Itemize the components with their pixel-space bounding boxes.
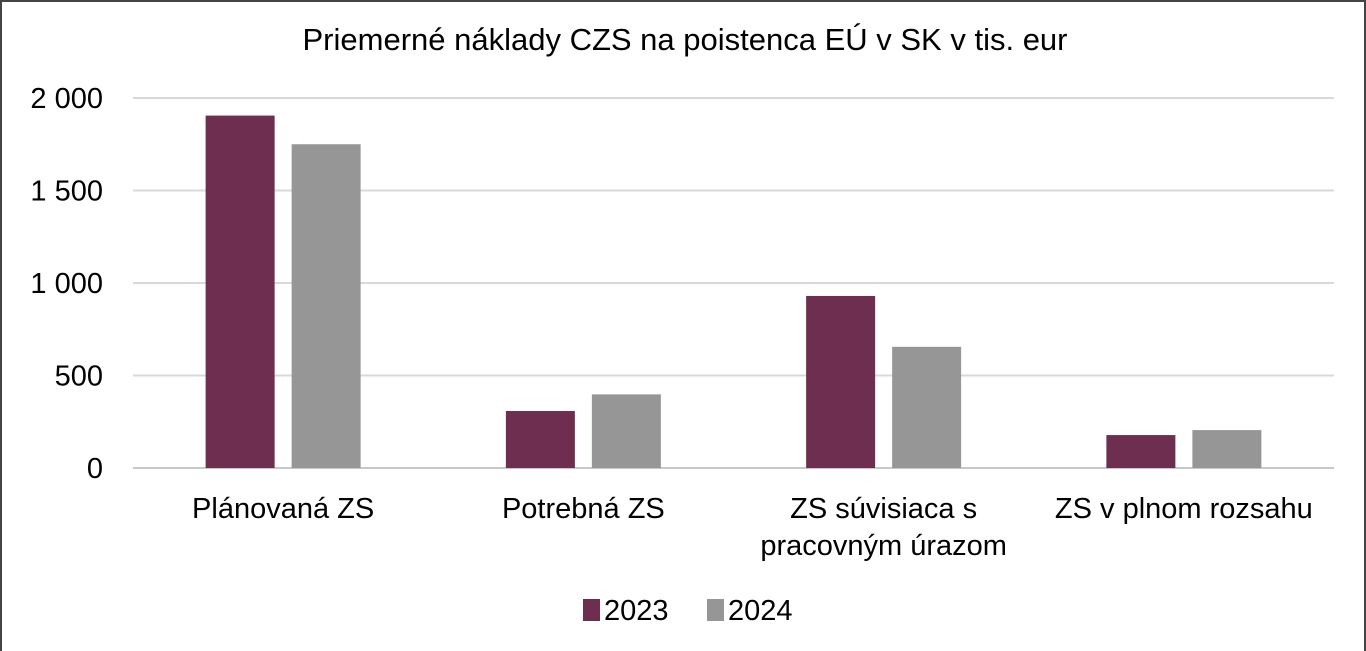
x-category-label: Plánovaná ZS bbox=[192, 493, 374, 525]
bar-2024-4 bbox=[1192, 430, 1262, 468]
bar-2023-3 bbox=[806, 295, 876, 468]
legend-swatch-2024 bbox=[707, 599, 724, 621]
legend-label-2024: 2024 bbox=[728, 595, 793, 627]
y-tick-label: 1 500 bbox=[30, 176, 103, 208]
bar-2024-1 bbox=[291, 144, 361, 468]
y-tick-label: 500 bbox=[55, 361, 103, 393]
bar-2024-2 bbox=[591, 394, 661, 468]
bars bbox=[205, 115, 1262, 468]
y-tick-label: 1 000 bbox=[30, 268, 103, 300]
x-category-label: Potrebná ZS bbox=[502, 493, 665, 525]
bar-2024-3 bbox=[892, 346, 962, 468]
x-axis: Plánovaná ZS Potrebná ZS ZS súvisiaca s pra… bbox=[192, 493, 1313, 562]
bar-2023-1 bbox=[205, 115, 275, 468]
x-category-label: ZS súvisiaca s pracovným úrazom bbox=[760, 493, 1007, 562]
bar-2023-2 bbox=[505, 411, 575, 468]
y-axis: 0 500 1 000 1 500 2 000 bbox=[30, 83, 103, 485]
legend-swatch-2023 bbox=[583, 599, 600, 621]
bar-2023-4 bbox=[1106, 435, 1176, 468]
chart-title: Priemerné náklady CZS na poistenca EÚ v … bbox=[303, 22, 1068, 57]
legend: 2023 2024 bbox=[583, 595, 793, 627]
x-category-label: ZS v plnom rozsahu bbox=[1055, 493, 1313, 525]
y-tick-label: 0 bbox=[87, 453, 103, 485]
y-tick-label: 2 000 bbox=[30, 83, 103, 115]
legend-label-2023: 2023 bbox=[604, 595, 669, 627]
